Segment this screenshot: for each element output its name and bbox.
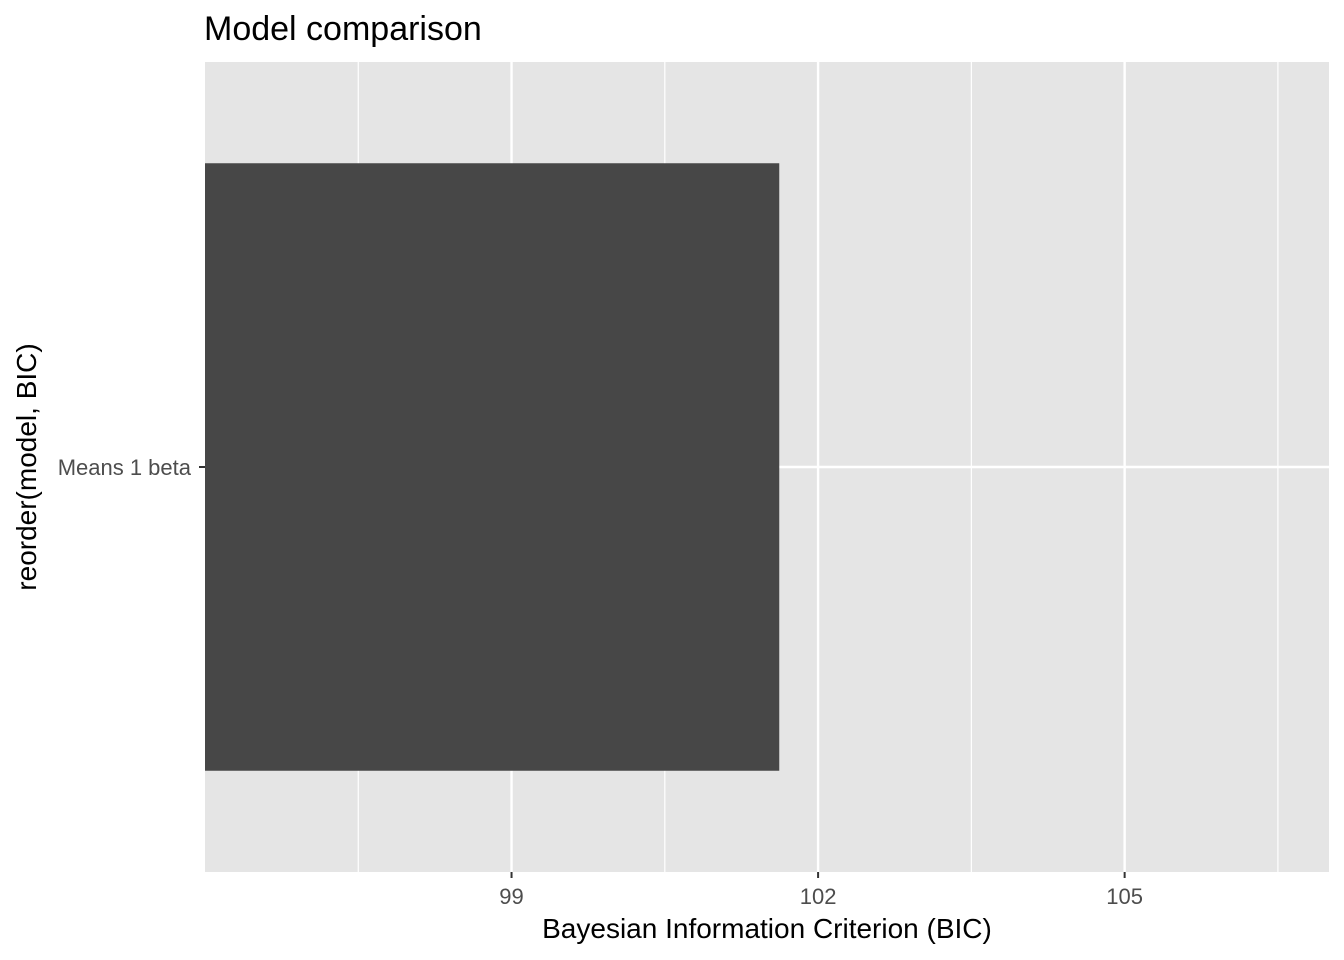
y-axis-title: reorder(model, BIC) <box>11 343 42 590</box>
x-tick-label: 102 <box>800 884 837 909</box>
y-tick-label: Means 1 beta <box>58 455 192 480</box>
bar <box>205 163 780 771</box>
x-axis: 99 102 105 <box>499 872 1143 909</box>
x-tick-label: 105 <box>1106 884 1143 909</box>
x-tick-label: 99 <box>499 884 523 909</box>
chart-title: Model comparison <box>204 10 482 48</box>
x-axis-title: Bayesian Information Criterion (BIC) <box>542 913 992 944</box>
bars <box>205 163 780 771</box>
y-axis: Means 1 beta <box>58 455 205 480</box>
